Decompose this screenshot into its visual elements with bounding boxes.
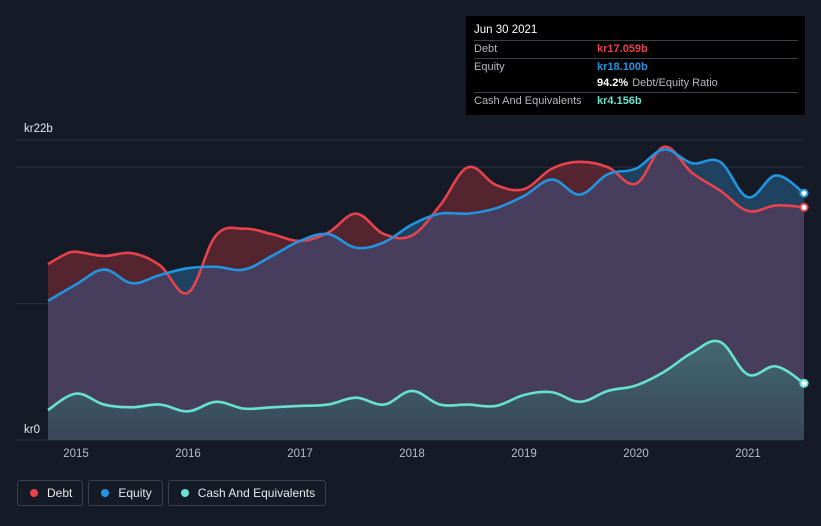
legend-equity-label: Equity	[118, 486, 152, 500]
equity-end-marker	[799, 188, 809, 198]
debt-line	[47, 145, 805, 295]
legend-item-equity[interactable]: Equity	[88, 480, 163, 506]
line-layer	[47, 145, 805, 413]
chart-legend: Debt Equity Cash And Equivalents	[17, 480, 327, 506]
tooltip-row-equity: Equity kr18.100b	[474, 57, 798, 76]
tooltip-debt-value: kr17.059b	[597, 43, 648, 55]
x-tick-label-2019: 2019	[511, 448, 537, 460]
x-tick-label-2016: 2016	[175, 448, 201, 460]
cash-line	[47, 339, 805, 413]
cash-area	[48, 340, 804, 440]
overlap-area	[48, 149, 804, 440]
legend-equity-dot-icon	[101, 489, 110, 497]
marker-layer	[799, 188, 809, 388]
legend-item-debt[interactable]: Debt	[17, 480, 84, 506]
tooltip-row-cash: Cash And Equivalents kr4.156b	[474, 91, 798, 110]
tick-layer: kr22b kr0 2015 2016 2017 2018 2019 2020 2021	[24, 123, 761, 460]
tooltip-equity-label: Equity	[474, 60, 505, 73]
legend-item-cash[interactable]: Cash And Equivalents	[167, 480, 327, 506]
y-tick-label-max: kr22b	[24, 123, 53, 135]
tooltip-date: Jun 30 2021	[474, 24, 538, 36]
x-tick-label-2020: 2020	[623, 448, 649, 460]
tooltip-row-ratio: 94.2% Debt/Equity Ratio	[474, 75, 798, 92]
debt-end-marker	[799, 202, 809, 212]
tooltip-cash-value: kr4.156b	[597, 94, 642, 107]
legend-cash-dot-icon	[180, 489, 189, 497]
x-tick-label-2017: 2017	[287, 448, 313, 460]
legend-debt-label: Debt	[47, 486, 73, 500]
tooltip-ratio-sub: Debt/Equity Ratio	[632, 77, 718, 89]
chart-tooltip: Jun 30 2021 Debt kr17.059b Equity kr18.1…	[466, 16, 805, 115]
legend-debt-dot-icon	[30, 489, 38, 497]
x-tick-label-2018: 2018	[399, 448, 425, 460]
x-tick-label-2021: 2021	[735, 448, 761, 460]
tooltip-row-debt: Debt kr17.059b	[474, 40, 798, 58]
equity-line	[47, 148, 805, 303]
legend-cash-label: Cash And Equivalents	[197, 486, 316, 500]
tooltip-cash-label: Cash And Equivalents	[474, 94, 582, 107]
x-tick-label-2015: 2015	[63, 448, 89, 460]
tooltip-debt-label: Debt	[474, 43, 498, 55]
cash-end-marker	[799, 378, 809, 388]
tooltip-ratio-value: 94.2%	[597, 77, 629, 89]
tooltip-equity-value: kr18.100b	[597, 60, 648, 73]
y-tick-label-zero: kr0	[24, 424, 40, 436]
tooltip-ratio-label	[474, 75, 597, 92]
area-layer	[48, 146, 804, 441]
